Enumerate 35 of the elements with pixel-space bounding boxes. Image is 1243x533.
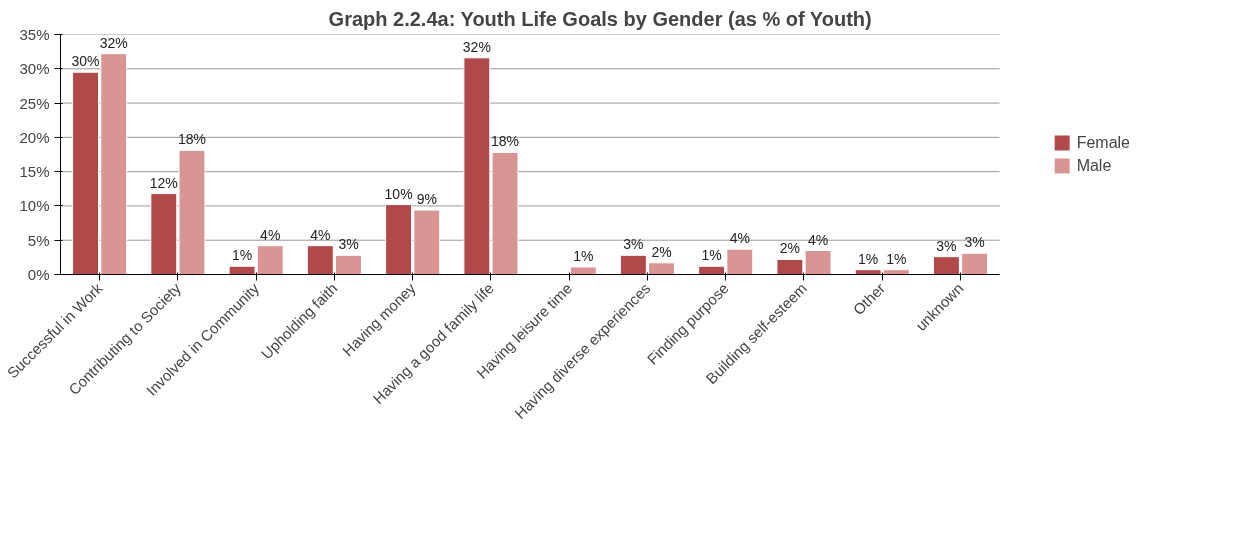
y-tick-label: 30% [19,60,50,78]
data-label: 4% [260,226,281,243]
y-tick-label: 15% [19,163,50,181]
data-label: 3% [936,237,957,254]
data-label: 2% [651,243,672,260]
y-tick-label: 10% [19,197,50,215]
data-label: 18% [491,133,520,150]
data-label: 3% [964,234,985,251]
data-label: 1% [701,247,722,264]
data-label: 18% [177,131,206,148]
bar [569,266,597,275]
y-tick-label: 25% [19,94,50,112]
data-label: 32% [462,38,491,55]
legend-label: Male [1076,156,1112,175]
data-label: 4% [310,226,331,243]
data-label: 1% [886,250,907,267]
data-label: 1% [858,250,879,267]
data-label: 3% [338,236,359,253]
data-label: 4% [729,230,750,247]
legend-label: Female [1076,133,1130,152]
data-label: 10% [384,185,413,202]
data-label: 2% [779,240,801,257]
chart-title: Graph 2.2.4a: Youth Life Goals by Gender (as % of Youth) [328,7,872,30]
y-tick-label: 35% [19,26,50,43]
data-label: 9% [416,191,437,208]
data-label: 3% [623,236,644,253]
y-tick-label: 20% [19,128,50,146]
data-label: 30% [71,53,100,70]
data-label: 1% [573,247,594,264]
data-label: 1% [231,247,253,264]
y-tick-label: 5% [27,231,50,249]
data-label: 4% [807,231,829,248]
y-tick-label: 0% [27,266,50,283]
data-label: 32% [99,34,128,51]
data-label: 12% [149,174,178,191]
